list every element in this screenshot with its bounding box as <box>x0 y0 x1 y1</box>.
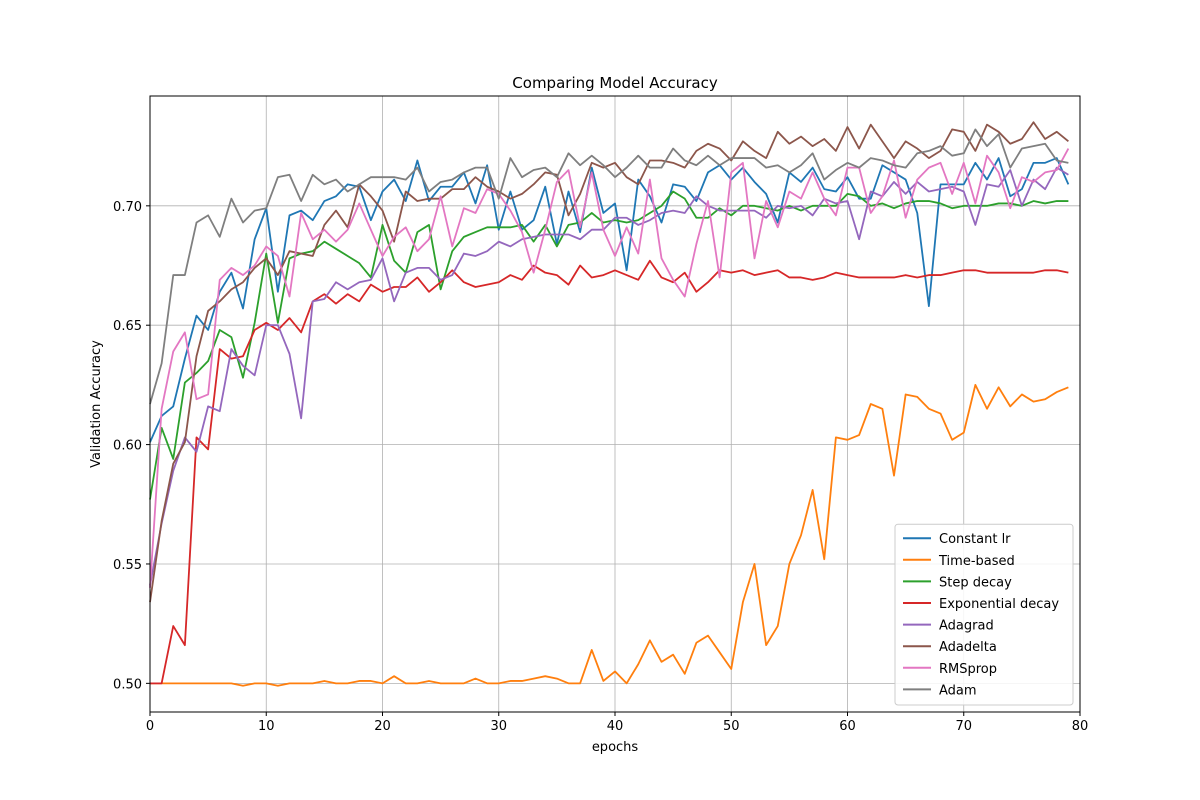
series-lines <box>149 121 1070 687</box>
legend-entry-label: Time-based <box>938 554 1015 569</box>
y-tick-label: 0.70 <box>113 200 142 215</box>
y-tick-label: 0.65 <box>113 319 142 334</box>
x-tick-label: 60 <box>839 719 856 734</box>
series-line-7 <box>149 148 1070 588</box>
x-tick-label: 0 <box>146 719 154 734</box>
series-line-6 <box>149 121 1069 603</box>
x-tick-label: 20 <box>374 719 391 734</box>
series-line-1 <box>149 157 1070 443</box>
legend-entry-label: RMSprop <box>939 662 997 677</box>
legend-entry-label: Adadelta <box>939 640 997 655</box>
legend-entry-label: Adam <box>939 683 977 698</box>
x-tick-label: 80 <box>1072 719 1089 734</box>
x-tick-label: 40 <box>607 719 624 734</box>
legend-entry-label: Exponential decay <box>939 597 1059 612</box>
chart-title: Comparing Model Accuracy <box>512 74 718 92</box>
series-line-8 <box>149 128 1069 405</box>
y-tick-label: 0.55 <box>113 558 142 573</box>
legend-entry-label: Adagrad <box>939 619 994 634</box>
x-tick-label: 50 <box>723 719 740 734</box>
y-tick-label: 0.60 <box>113 439 142 454</box>
x-axis-label: epochs <box>592 740 639 755</box>
series-line-2 <box>150 383 1069 687</box>
y-tick-label: 0.50 <box>113 677 142 692</box>
y-axis-label: Validation Accuracy <box>89 340 104 468</box>
x-tick-label: 70 <box>955 719 972 734</box>
axis-ticks: 0 10 20 30 40 50 60 70 80 0.50 0.55 0.60 0.65 0.70 <box>113 200 1088 734</box>
x-tick-label: 10 <box>258 719 275 734</box>
legend: Constant lr Time-based Step decay Exponenti… <box>894 523 1074 706</box>
legend-entry-label: Constant lr <box>939 532 1011 547</box>
legend-entry-label: Step decay <box>939 575 1012 590</box>
series-line-4 <box>150 259 1069 685</box>
x-tick-label: 30 <box>490 719 507 734</box>
legend-box <box>894 523 1074 706</box>
